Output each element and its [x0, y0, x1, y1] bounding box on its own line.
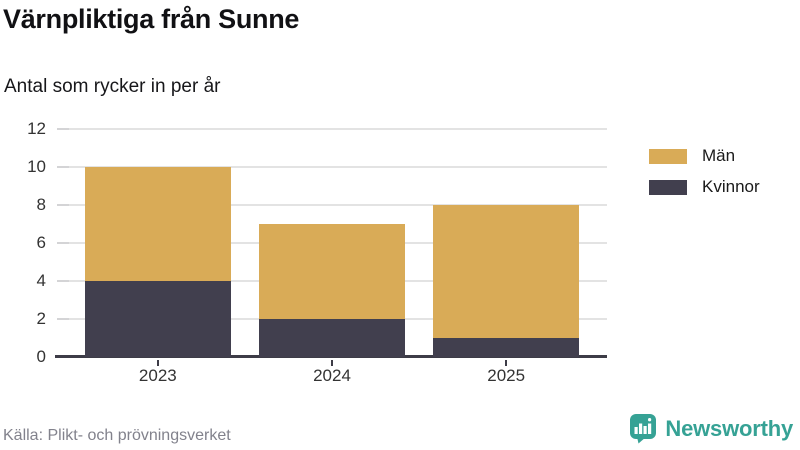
- legend: Män Kvinnor: [649, 146, 760, 208]
- legend-item-kvinnor: Kvinnor: [649, 177, 760, 197]
- chart-title: Värnpliktiga från Sunne: [3, 4, 300, 34]
- y-tick-label-12: 12: [27, 119, 46, 138]
- y-tick-label-4: 4: [36, 271, 46, 290]
- y-tick-6: [57, 242, 69, 244]
- brand-wordmark: Newsworthy: [665, 415, 793, 441]
- legend-swatch-män: [649, 148, 687, 164]
- y-tick-10: [57, 166, 69, 168]
- y-tick-label-6: 6: [36, 233, 46, 252]
- legend-swatch-kvinnor: [649, 179, 687, 195]
- x-axis-labels: 2023 2024 2025: [57, 366, 607, 390]
- legend-label-kvinnor: Kvinnor: [702, 177, 760, 196]
- gridline-8: [57, 204, 607, 206]
- gridline-10: [57, 166, 607, 168]
- y-tick-label-8: 8: [36, 195, 46, 214]
- x-tick-label-2023: 2023: [138, 366, 177, 385]
- x-tick-2023: [156, 360, 159, 366]
- bar-2025-män-segment: [432, 205, 580, 338]
- x-tick-label-2024: 2024: [313, 366, 351, 385]
- y-tick-label-2: 2: [36, 309, 46, 328]
- x-tick-2025: [505, 360, 508, 366]
- plot-area: [55, 128, 607, 366]
- y-axis-labels: 0 2 4 6 8 10 12: [0, 119, 46, 366]
- y-tick-2: [57, 318, 69, 320]
- y-tick-8: [57, 204, 69, 206]
- bar-2023-män-segment: [84, 167, 232, 281]
- gridline-12: [57, 128, 607, 130]
- source-note: Källa: Plikt- och prövningsverket: [3, 427, 231, 444]
- bar-2024-män-segment: [258, 224, 406, 319]
- chart-subtitle: Antal som rycker in per år: [4, 76, 221, 97]
- x-tick-label-2025: 2025: [487, 366, 526, 385]
- newsworthy-logo: Newsworthy: [629, 413, 793, 444]
- y-tick-label-0: 0: [36, 347, 46, 366]
- x-tick-2024: [331, 360, 333, 366]
- legend-item-män: Män: [649, 146, 760, 166]
- bar-2025-kvinnor-segment: [432, 338, 580, 357]
- y-tick-4: [57, 280, 69, 282]
- bar-2024-kvinnor-segment: [258, 319, 406, 357]
- y-tick-12: [57, 128, 69, 130]
- bar-2023-kvinnor-segment: [84, 281, 232, 357]
- legend-label-män: Män: [702, 146, 736, 165]
- y-tick-label-10: 10: [27, 157, 46, 176]
- newsworthy-bubble-chart-icon: [630, 414, 657, 444]
